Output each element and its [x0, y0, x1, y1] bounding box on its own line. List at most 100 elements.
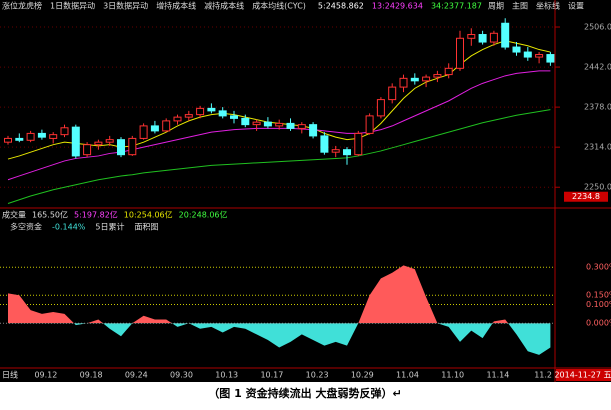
- x-tick-label: 09.12: [34, 371, 57, 380]
- period-label[interactable]: 日线: [2, 370, 18, 380]
- x-tick-label: 09.24: [125, 371, 148, 380]
- candle-body: [196, 107, 205, 116]
- candle-body: [252, 121, 261, 126]
- toolbar-button[interactable]: 坐标线: [536, 1, 560, 11]
- candle-body: [467, 34, 476, 39]
- candle-body: [376, 99, 385, 117]
- candle-body: [139, 125, 148, 139]
- candle-body: [263, 121, 272, 127]
- candle-body: [230, 115, 238, 119]
- y-tick-label: 2378.0: [584, 103, 611, 112]
- y-tick-label: 2314.0: [584, 143, 611, 152]
- candle-body: [49, 134, 58, 139]
- candle-body: [456, 37, 464, 69]
- candle-body: [478, 34, 487, 43]
- y-tick-label: 2442.0: [584, 63, 611, 72]
- toolbar-item[interactable]: 成本均线(CYC): [252, 1, 306, 11]
- y-tick-label: 2506.0: [584, 23, 611, 32]
- candle-body: [444, 67, 453, 76]
- candle-body: [71, 126, 80, 157]
- candle-body: [218, 110, 227, 117]
- candle-body: [37, 132, 46, 138]
- candle-body: [365, 115, 374, 134]
- candle-body: [83, 144, 92, 156]
- fund-header[interactable]: 面积图: [134, 222, 158, 232]
- x-tick-label: 11.10: [441, 371, 464, 380]
- candle-body: [523, 51, 532, 58]
- candle-body: [241, 117, 250, 126]
- background: [0, 0, 611, 382]
- x-tick-label: 11.04: [396, 371, 419, 380]
- toolbar-item[interactable]: 3日数据异动: [103, 1, 148, 11]
- y-tick-label: 0.000%: [586, 319, 611, 328]
- candle-body: [422, 76, 431, 82]
- x-tick-label: 10.17: [260, 371, 283, 380]
- volume-header: 20:248.06亿: [179, 210, 228, 220]
- low-label: 2234.8: [572, 192, 600, 201]
- toolbar-item[interactable]: 减持成本线: [204, 1, 244, 11]
- caption: （图 1 资金持续流出 大盘弱势反弹）↵: [208, 386, 401, 400]
- candle-body: [26, 132, 35, 141]
- date-box: [556, 369, 611, 381]
- fund-header: 多空资金: [10, 222, 42, 232]
- candle-body: [173, 116, 182, 122]
- candle-body: [343, 149, 351, 156]
- fund-area: [8, 265, 551, 324]
- x-tick-label: 10.23: [306, 371, 329, 380]
- volume-header: 10:254.06亿: [124, 210, 173, 220]
- y-tick-label: 0.100%: [586, 300, 611, 309]
- candle-body: [105, 139, 114, 143]
- candle-body: [512, 46, 521, 53]
- volume-header: 165.50亿: [32, 210, 68, 220]
- toolbar-button[interactable]: 周期: [488, 2, 504, 11]
- candle-body: [489, 32, 498, 43]
- candle-body: [150, 125, 159, 132]
- fund-area: [73, 323, 551, 355]
- low-label-box: [564, 191, 608, 202]
- candle-body: [399, 77, 408, 88]
- candle-body: [433, 74, 442, 78]
- x-tick-label: 10.29: [351, 371, 374, 380]
- ma-label: 5:2458.862: [318, 2, 364, 11]
- volume-header: 成交量: [2, 210, 26, 220]
- candle-body: [128, 137, 137, 156]
- candle-body: [388, 86, 397, 101]
- y-tick-label: 2250.0: [584, 183, 611, 192]
- candle-body: [320, 135, 329, 153]
- candle-body: [60, 127, 69, 136]
- x-tick-label: 09.30: [170, 371, 193, 380]
- ma-line: [7, 109, 551, 204]
- y-tick-label: 0.150%: [586, 291, 611, 300]
- fund-header: -0.144%: [52, 223, 86, 232]
- candle-body: [309, 124, 318, 137]
- candle-body: [275, 122, 284, 127]
- toolbar-item[interactable]: 涨位龙虎榜: [2, 1, 42, 11]
- candle-body: [162, 120, 171, 132]
- candle-body: [4, 137, 12, 143]
- x-tick-label: 10.13: [215, 371, 238, 380]
- ma-label: 13:2429.634: [372, 2, 423, 11]
- candle-body: [535, 54, 544, 58]
- candle-body: [286, 122, 295, 129]
- candle-body: [94, 141, 103, 146]
- ma-label: 34:2377.187: [431, 2, 482, 11]
- candle-body: [184, 114, 193, 118]
- candle-body: [15, 137, 24, 141]
- toolbar-button[interactable]: 设置: [568, 1, 584, 11]
- x-tick-label: 11.14: [486, 371, 509, 380]
- toolbar-item[interactable]: 增持成本线: [156, 1, 196, 11]
- toolbar-item[interactable]: 1日数据异动: [50, 1, 95, 11]
- x-tick-label: 11.2: [534, 371, 552, 380]
- candle-body: [207, 107, 216, 112]
- candle-body: [546, 54, 555, 63]
- x-tick-label: 09.18: [80, 371, 103, 380]
- toolbar-button[interactable]: 主图: [512, 1, 528, 11]
- y-tick-label: 0.300%: [586, 263, 611, 272]
- volume-header: 5:197.82亿: [74, 210, 118, 220]
- fund-header[interactable]: 5日累计: [95, 222, 124, 232]
- candle-body: [354, 132, 363, 156]
- candle-body: [117, 139, 125, 156]
- candle-body: [297, 124, 306, 129]
- candle-body: [410, 77, 419, 82]
